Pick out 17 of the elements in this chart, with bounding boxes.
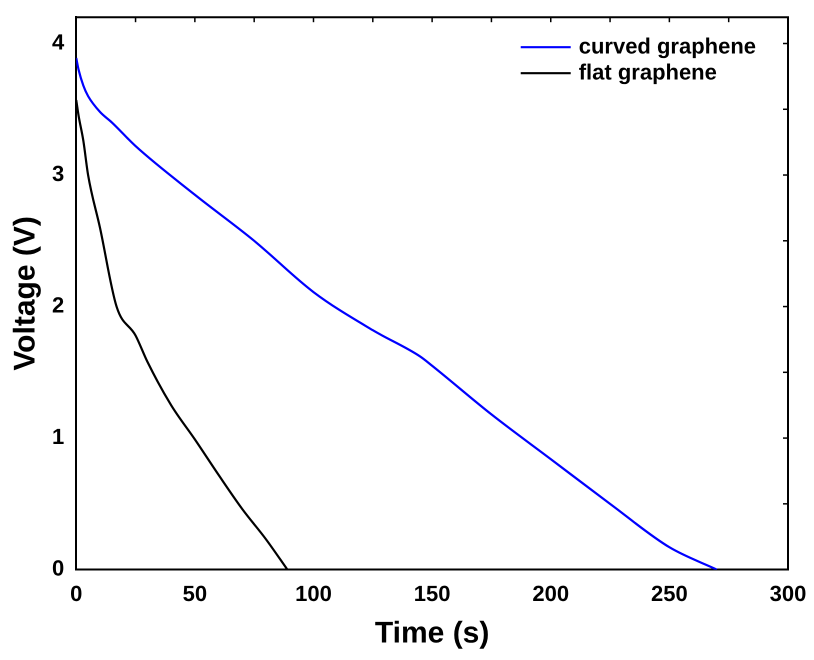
y-tick-label: 3 bbox=[52, 161, 64, 186]
x-axis-title: Time (s) bbox=[374, 616, 490, 650]
x-tick-label: 300 bbox=[770, 580, 806, 606]
y-tick-label: 1 bbox=[52, 424, 64, 450]
y-tick-label: 4 bbox=[52, 30, 65, 55]
x-tick-label: 250 bbox=[651, 580, 688, 606]
x-tick-label: 50 bbox=[182, 580, 208, 606]
legend-label: flat graphene bbox=[578, 59, 717, 84]
x-tick-label: 200 bbox=[532, 580, 570, 606]
line-series bbox=[76, 56, 718, 570]
x-tick-label: 150 bbox=[414, 580, 450, 606]
y-tick-label: 0 bbox=[52, 556, 64, 581]
x-tick-label: 0 bbox=[70, 580, 82, 606]
x-tick-label: 100 bbox=[295, 580, 332, 606]
legend-label: curved graphene bbox=[578, 33, 756, 58]
y-axis-title: Voltage (V) bbox=[8, 216, 42, 371]
y-tick-label: 2 bbox=[52, 292, 64, 318]
